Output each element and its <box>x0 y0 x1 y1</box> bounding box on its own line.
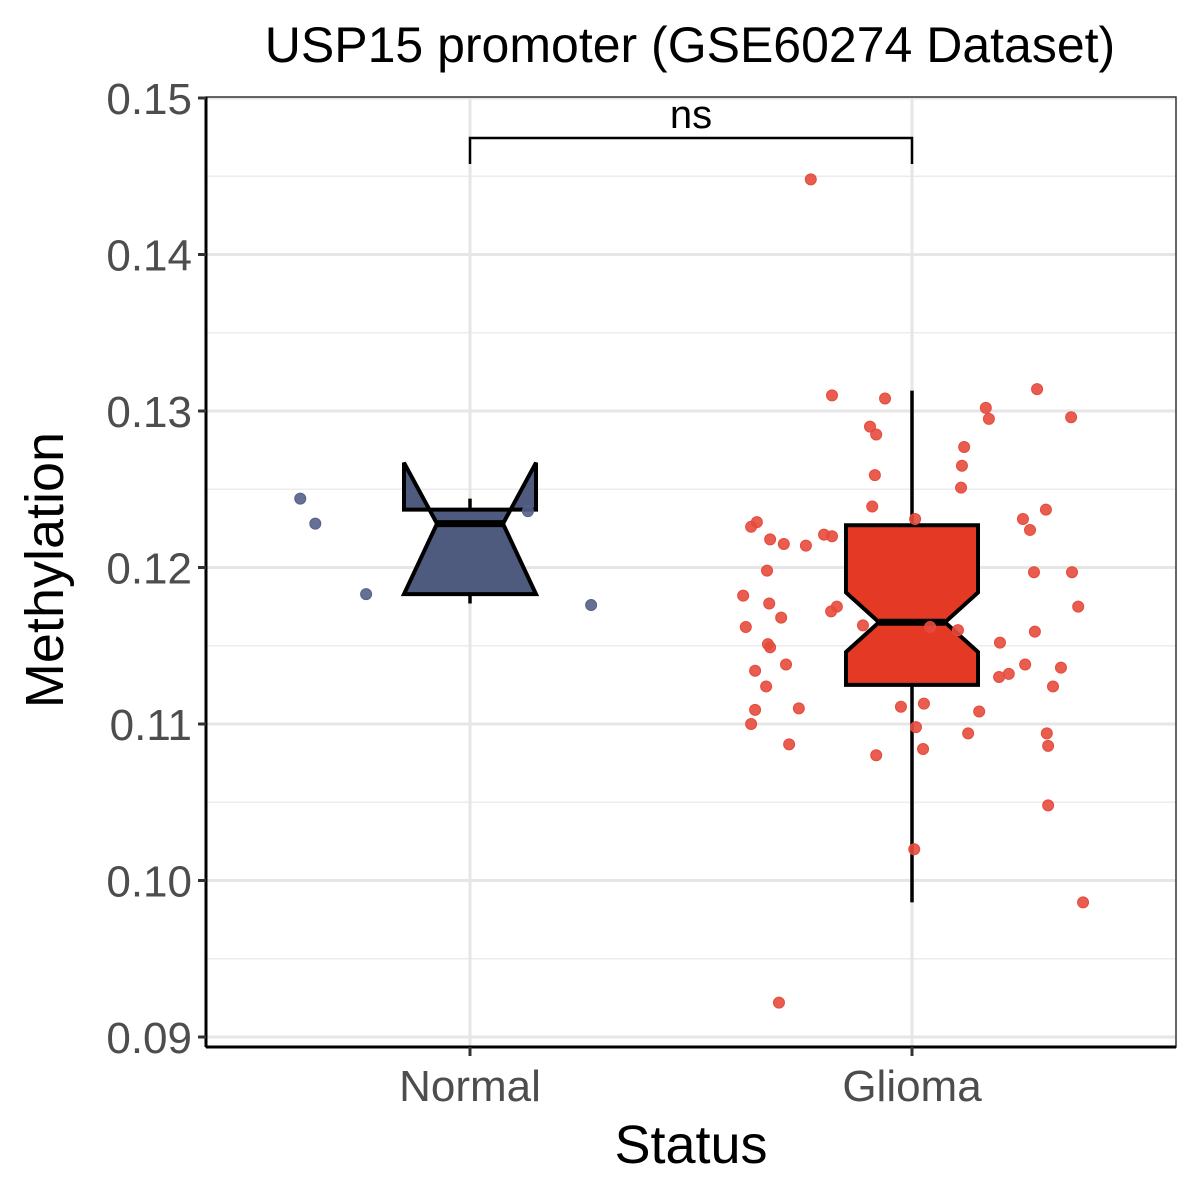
data-point-glioma <box>979 401 992 414</box>
box-normal <box>400 461 540 604</box>
y-axis-title: Methylation <box>15 432 75 708</box>
data-point-glioma <box>749 664 762 677</box>
x-tick-label: Glioma <box>842 1062 982 1111</box>
data-point-glioma <box>955 459 968 472</box>
data-point-glioma <box>1066 566 1079 579</box>
y-axis-ticks: 0.09 0.10 0.11 0.12 0.13 0.14 0.15 <box>106 75 206 1063</box>
data-point-glioma <box>917 697 930 710</box>
notched-box <box>844 523 980 687</box>
y-tick-label: 0.14 <box>106 232 192 281</box>
data-point-glioma <box>760 680 773 693</box>
significance-label: ns <box>670 93 712 137</box>
data-point-glioma <box>780 658 793 671</box>
bracket-line <box>468 136 914 164</box>
data-point-normal <box>294 492 307 505</box>
significance-bracket: ns <box>468 93 914 164</box>
data-point-glioma <box>1065 411 1078 424</box>
data-point-glioma <box>799 539 812 552</box>
data-point-glioma <box>1024 523 1037 536</box>
data-point-glioma <box>777 538 790 551</box>
data-point-glioma <box>772 996 785 1009</box>
data-point-glioma <box>993 636 1006 649</box>
data-point-glioma <box>1040 727 1053 740</box>
y-tick-label: 0.10 <box>106 858 192 907</box>
data-point-glioma <box>1046 680 1059 693</box>
x-axis-title: Status <box>614 1115 767 1175</box>
notched-box <box>400 461 540 597</box>
data-point-glioma <box>1054 661 1067 674</box>
data-point-glioma <box>909 512 922 525</box>
data-point-glioma <box>951 624 964 637</box>
data-point-glioma <box>864 420 877 433</box>
data-point-glioma <box>982 412 995 425</box>
data-point-glioma <box>737 589 750 602</box>
data-point-glioma <box>825 605 838 618</box>
data-point-glioma <box>1027 566 1040 579</box>
data-point-glioma <box>962 727 975 740</box>
data-point-glioma <box>866 500 879 513</box>
data-point-glioma <box>825 389 838 402</box>
data-point-glioma <box>908 843 921 856</box>
data-point-glioma <box>1042 799 1055 812</box>
data-point-glioma <box>749 703 762 716</box>
chart-title: USP15 promoter (GSE60274 Dataset) <box>265 17 1115 73</box>
y-tick-label: 0.13 <box>106 388 192 437</box>
data-point-glioma <box>1019 658 1032 671</box>
data-point-glioma <box>764 641 777 654</box>
data-point-glioma <box>993 671 1006 684</box>
data-point-glioma <box>1042 739 1055 752</box>
data-point-glioma <box>825 530 838 543</box>
data-point-glioma <box>1039 503 1052 516</box>
box-glioma <box>844 390 980 903</box>
data-point-glioma <box>1031 383 1044 396</box>
data-point-glioma <box>924 620 937 633</box>
x-tick-label: Normal <box>399 1062 541 1111</box>
data-point-glioma <box>1072 600 1085 613</box>
data-point-glioma <box>775 611 788 624</box>
data-point-glioma <box>868 469 881 482</box>
data-point-glioma <box>783 738 796 751</box>
data-point-glioma <box>870 749 883 762</box>
data-point-glioma <box>870 428 883 441</box>
data-point-glioma <box>739 620 752 633</box>
x-axis-ticks: Normal Glioma <box>399 1047 982 1111</box>
data-point-glioma <box>764 533 777 546</box>
data-point-glioma <box>973 705 986 718</box>
data-point-glioma <box>745 718 758 730</box>
jitter-points <box>294 173 1090 1009</box>
data-point-glioma <box>894 700 907 713</box>
y-tick-label: 0.12 <box>106 545 192 594</box>
y-tick-label: 0.15 <box>106 75 192 124</box>
data-point-normal <box>360 588 373 601</box>
data-point-glioma <box>804 173 817 186</box>
data-point-glioma <box>761 564 774 577</box>
data-point-glioma <box>1028 625 1041 638</box>
y-tick-label: 0.11 <box>110 701 192 750</box>
data-point-glioma <box>879 392 892 405</box>
data-point-normal <box>585 599 598 612</box>
data-point-glioma <box>792 702 805 715</box>
data-point-glioma <box>958 440 971 453</box>
data-point-glioma <box>763 597 776 610</box>
boxes <box>400 390 980 903</box>
data-point-normal <box>521 505 534 518</box>
data-point-glioma <box>1016 512 1029 525</box>
data-point-glioma <box>745 520 758 533</box>
y-tick-label: 0.09 <box>106 1014 192 1063</box>
data-point-glioma <box>1077 896 1090 909</box>
data-point-glioma <box>955 481 968 494</box>
data-point-normal <box>309 517 322 530</box>
data-point-glioma <box>909 721 922 734</box>
data-point-glioma <box>856 619 869 632</box>
data-point-glioma <box>917 743 930 756</box>
